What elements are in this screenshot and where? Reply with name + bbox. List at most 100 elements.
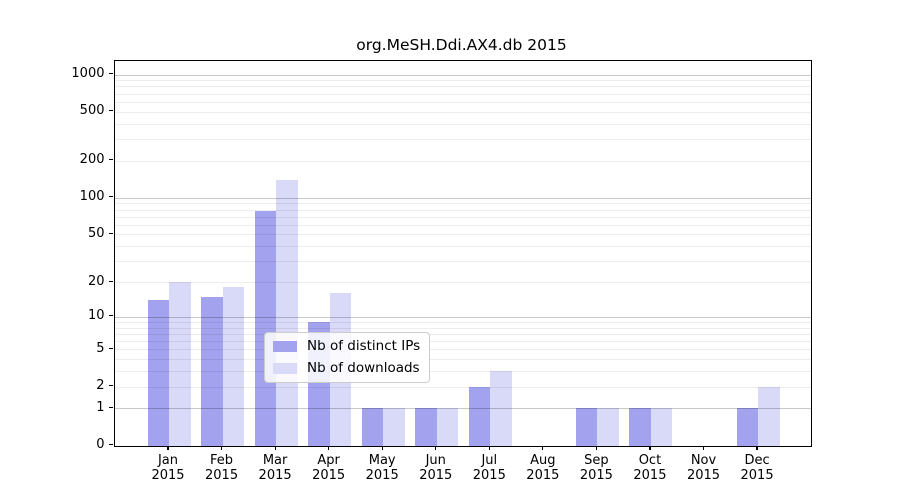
bar-distinct-ips: [147, 300, 169, 446]
legend-item-downloads: Nb of downloads: [273, 361, 420, 376]
y-tick-mark: [109, 159, 113, 161]
minor-gridline: [114, 349, 811, 351]
x-tick-label: Nov 2015: [686, 452, 721, 484]
bar-distinct-ips: [415, 408, 437, 446]
minor-gridline: [114, 341, 811, 342]
y-tick-mark: [109, 73, 113, 75]
minor-gridline: [114, 101, 811, 103]
bar-distinct-ips: [254, 210, 277, 446]
minor-gridline: [114, 139, 811, 141]
x-tick-label: Jul 2015: [472, 452, 506, 484]
minor-gridline: [114, 216, 811, 218]
y-tick-label: 1000: [71, 66, 105, 81]
y-tick-label: 20: [87, 273, 105, 289]
minor-gridline: [114, 203, 811, 205]
minor-gridline: [114, 224, 811, 226]
y-tick-label: 0: [96, 437, 105, 452]
y-tick-label: 5: [96, 340, 105, 356]
bar-downloads: [276, 179, 298, 446]
bar-distinct-ips: [361, 408, 384, 446]
x-tick-mark: [542, 445, 544, 450]
x-tick-label: May 2015: [365, 452, 399, 484]
y-tick-label: 2: [96, 378, 105, 393]
x-tick-label: Oct 2015: [633, 452, 667, 484]
minor-gridline: [114, 282, 811, 283]
y-tick-mark: [109, 315, 113, 317]
bar-downloads: [436, 408, 459, 446]
bar-distinct-ips: [629, 408, 651, 446]
y-tick-label: 200: [79, 152, 105, 168]
minor-gridline: [114, 333, 811, 335]
bar-distinct-ips: [736, 408, 759, 446]
y-tick-label: 100: [79, 189, 105, 205]
x-tick-mark: [274, 445, 276, 450]
minor-gridline: [114, 371, 811, 373]
bar-downloads: [597, 408, 619, 446]
y-tick-label: 500: [79, 103, 105, 119]
y-tick-label: 1: [96, 399, 105, 415]
x-tick-mark: [756, 445, 758, 450]
minor-gridline: [114, 359, 811, 361]
minor-gridline: [114, 327, 811, 329]
minor-gridline: [114, 261, 811, 263]
minor-gridline: [114, 80, 811, 82]
minor-gridline: [114, 111, 811, 113]
x-tick-mark: [702, 445, 705, 450]
x-tick-label: Apr 2015: [312, 452, 346, 484]
plot-area: [113, 59, 812, 447]
minor-gridline: [114, 93, 811, 95]
bar-distinct-ips: [575, 408, 598, 446]
minor-gridline: [114, 123, 811, 125]
minor-gridline: [114, 209, 811, 211]
x-tick-label: Jan 2015: [151, 452, 185, 484]
chart-title: org.MeSH.Ddi.AX4.db 2015: [356, 36, 567, 54]
minor-gridline: [114, 234, 811, 236]
legend-item-distinct-ips: Nb of distinct IPs: [273, 339, 420, 354]
x-tick-mark: [595, 445, 597, 450]
x-tick-label: Mar 2015: [258, 452, 292, 484]
minor-gridline: [114, 246, 811, 248]
y-tick-mark: [109, 347, 113, 349]
legend: Nb of distinct IPs Nb of downloads: [264, 332, 431, 383]
minor-gridline: [114, 86, 811, 88]
y-tick-mark: [109, 444, 113, 446]
minor-gridline: [114, 160, 811, 162]
y-tick-mark: [109, 280, 113, 282]
x-tick-mark: [328, 445, 330, 450]
minor-gridline: [114, 321, 811, 323]
bar-downloads: [758, 386, 780, 446]
y-tick-label: 10: [87, 308, 105, 324]
y-tick-mark: [109, 196, 113, 198]
x-tick-mark: [220, 445, 223, 450]
major-gridline: [114, 74, 811, 76]
major-gridline: [114, 408, 811, 410]
bar-downloads: [490, 371, 512, 446]
x-tick-label: Feb 2015: [205, 452, 239, 484]
x-tick-mark: [488, 445, 490, 450]
x-tick-mark: [649, 445, 651, 450]
bar-downloads: [222, 287, 245, 446]
bar-downloads: [650, 408, 673, 446]
y-tick-mark: [109, 406, 113, 408]
y-tick-mark: [109, 110, 113, 112]
x-tick-label: Jun 2015: [419, 452, 453, 484]
legend-swatch-distinct-ips: [273, 341, 297, 352]
legend-label-downloads: Nb of downloads: [307, 360, 420, 376]
y-tick-label: 50: [87, 225, 105, 241]
bar-downloads: [169, 282, 191, 446]
y-tick-mark: [109, 232, 113, 235]
bar-downloads: [383, 408, 405, 446]
bar-distinct-ips: [201, 296, 223, 446]
bar-distinct-ips: [468, 386, 491, 446]
legend-label-distinct-ips: Nb of distinct IPs: [307, 338, 421, 354]
x-tick-label: Aug 2015: [526, 452, 560, 484]
x-tick-mark: [435, 445, 437, 450]
x-tick-mark: [167, 445, 169, 450]
x-tick-label: Dec 2015: [740, 452, 774, 484]
major-gridline: [114, 316, 811, 318]
minor-gridline: [114, 386, 811, 388]
major-gridline: [114, 197, 811, 199]
x-tick-label: Sep 2015: [579, 452, 613, 484]
y-tick-mark: [109, 385, 113, 387]
